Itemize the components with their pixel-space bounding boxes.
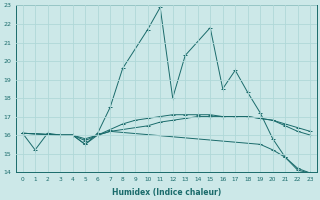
- X-axis label: Humidex (Indice chaleur): Humidex (Indice chaleur): [112, 188, 221, 197]
